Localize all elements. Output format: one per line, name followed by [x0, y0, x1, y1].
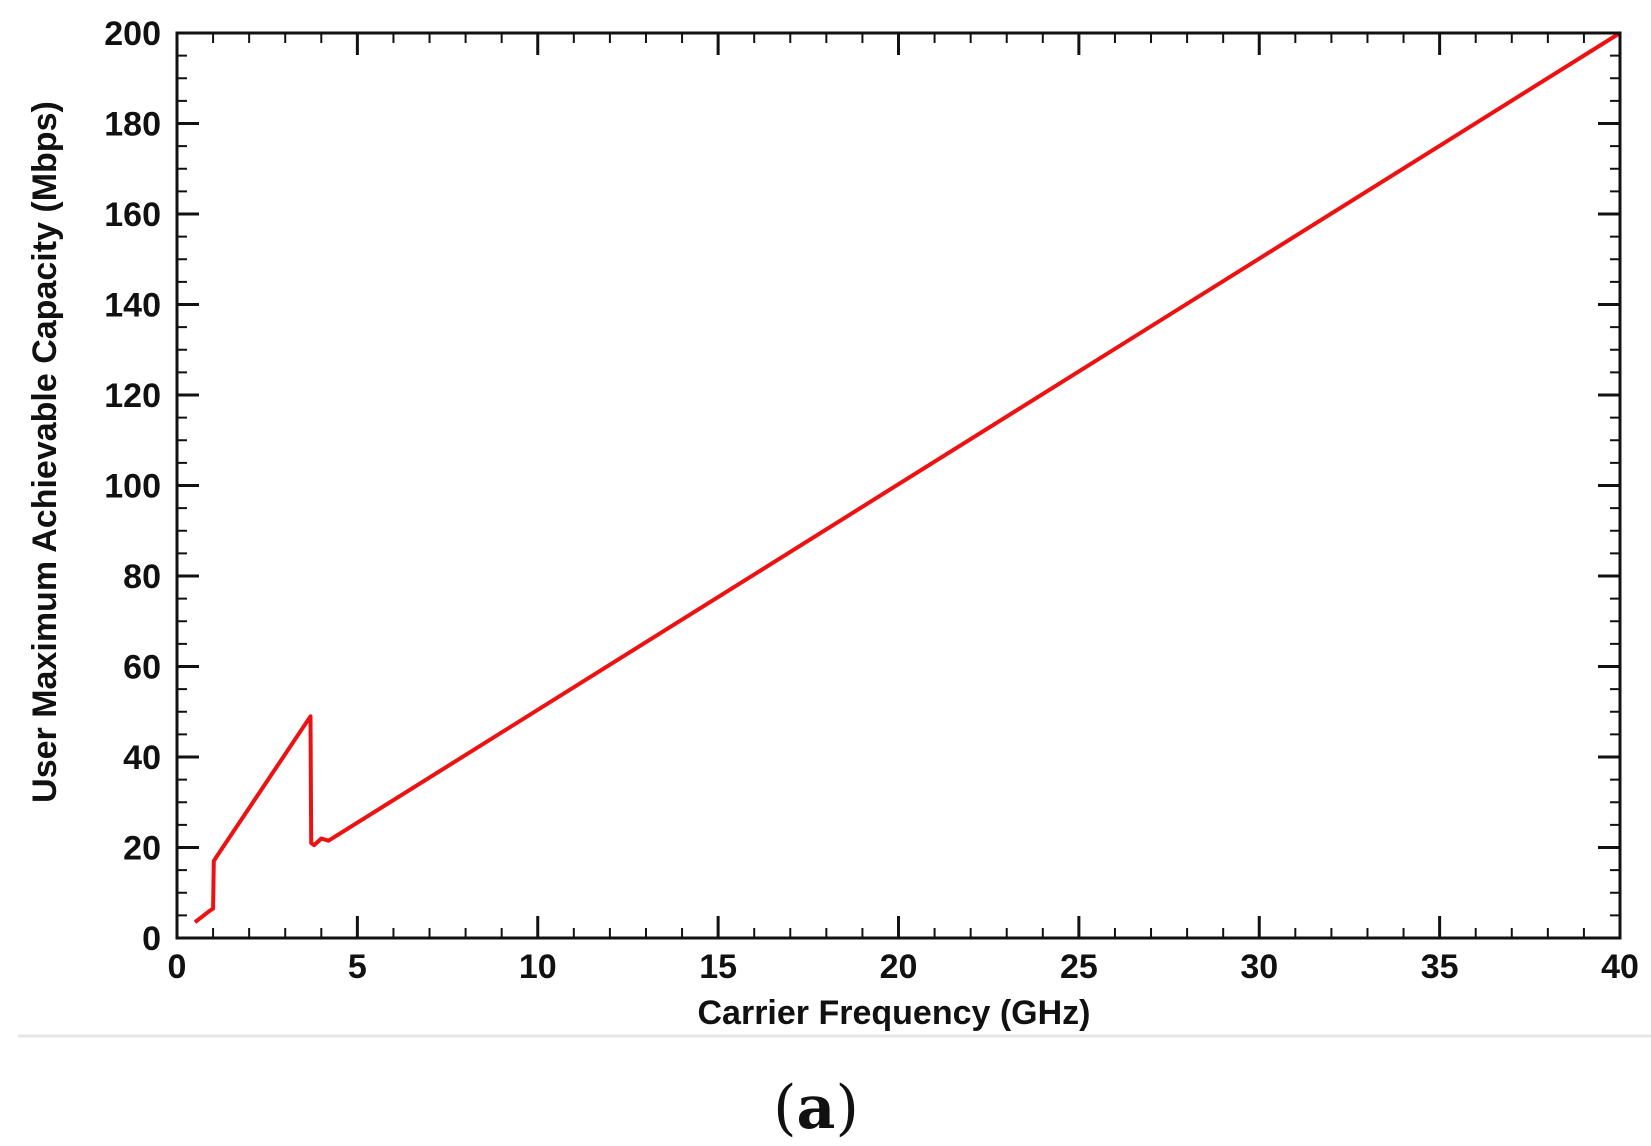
- y-tick-label: 60: [123, 649, 161, 687]
- series-line: [193, 31, 1622, 924]
- plot-area-frame: [175, 31, 1622, 940]
- x-tick-label: 30: [1240, 948, 1278, 986]
- x-tick-label: 20: [880, 948, 918, 986]
- x-tick-label: 35: [1421, 948, 1459, 986]
- y-tick-labels: 0 20 40 60 80 100 120 140 160 180 200: [104, 15, 161, 958]
- series-layer: [193, 31, 1622, 924]
- x-tick-label: 15: [699, 948, 737, 986]
- y-tick-label: 0: [142, 920, 161, 958]
- y-axis-title: User Maximum Achievable Capacity (Mbps): [26, 101, 64, 803]
- x-tick-label: 25: [1060, 948, 1098, 986]
- x-tick-label: 40: [1601, 948, 1639, 986]
- y-tick-label: 200: [104, 15, 161, 53]
- x-tick-label: 0: [168, 948, 187, 986]
- y-tick-label: 100: [104, 468, 161, 506]
- y-tick-label: 140: [104, 287, 161, 325]
- x-tick-labels: 0 5 10 15 20 25 30 35 40: [168, 948, 1639, 986]
- caption-open-paren: (: [773, 1073, 796, 1143]
- caption-letter: a: [797, 1073, 836, 1143]
- figure-caption: (a): [773, 1073, 859, 1143]
- x-tick-label: 10: [519, 948, 557, 986]
- y-tick-label: 40: [123, 739, 161, 777]
- y-tick-label: 80: [123, 558, 161, 596]
- x-axis-title: Carrier Frequency (GHz): [698, 994, 1091, 1032]
- y-tick-label: 160: [104, 196, 161, 234]
- y-tick-label: 120: [104, 377, 161, 415]
- caption-close-paren: ): [835, 1073, 858, 1143]
- y-tick-label: 20: [123, 830, 161, 868]
- x-tick-label: 5: [348, 948, 367, 986]
- y-tick-label: 180: [104, 106, 161, 144]
